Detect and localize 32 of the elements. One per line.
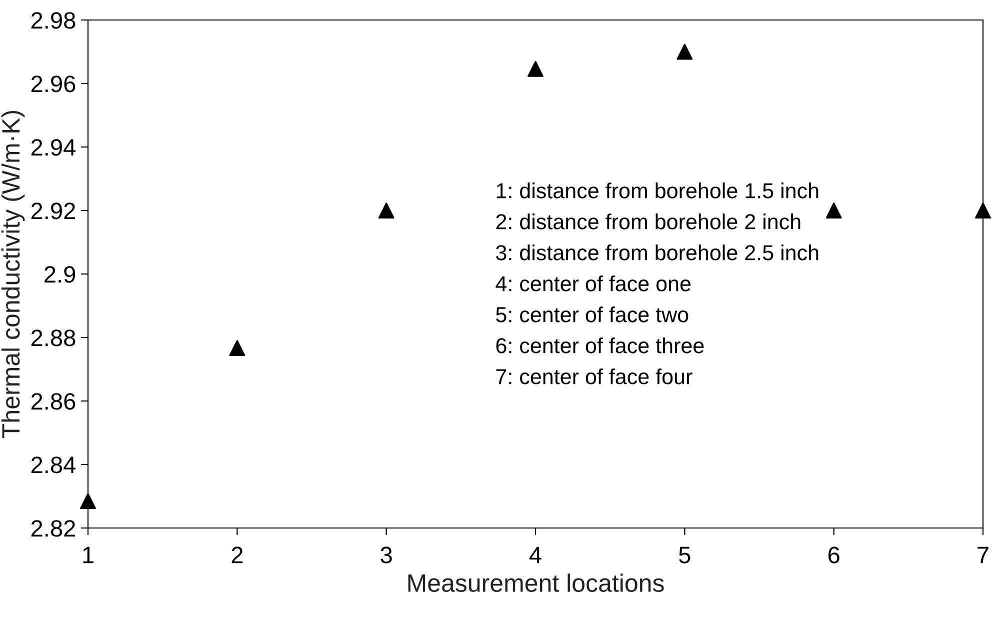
annotation: 4: center of face one [496, 276, 691, 292]
point [826, 202, 842, 218]
annotation: 3: distance from borehole 2.5 inch [496, 244, 818, 260]
annotation: 2: distance from borehole 2 inch [496, 214, 800, 230]
x-tick-label: 1 [83, 546, 94, 564]
x-tick-label: 7 [978, 546, 988, 564]
x-tick-label: 4 [529, 546, 542, 564]
annotation: 1: distance from borehole 1.5 inch [496, 182, 818, 198]
x-tick-label: 3 [380, 546, 392, 564]
annotation: 7: center of face four [496, 368, 692, 384]
x-tick-label: 2 [232, 546, 243, 564]
point [80, 493, 96, 509]
point [229, 340, 246, 356]
y-tick-label: 2.96 [31, 76, 76, 92]
point [975, 202, 991, 218]
annotation: 5: center of face two [496, 306, 688, 322]
x-tick-label: 6 [828, 546, 840, 564]
annotation: 6: center of face three [496, 338, 704, 354]
point [676, 44, 693, 60]
y-tick-label: 2.94 [31, 139, 76, 156]
y-tick-label: 2.9 [44, 266, 76, 283]
point [528, 60, 544, 77]
point [378, 202, 394, 218]
y-tick-label: 2.88 [31, 330, 76, 346]
y-tick-label: 2.98 [31, 12, 76, 29]
y-tick-label: 2.86 [31, 393, 76, 410]
y-axis-title: Thermal conductivity (W/m·K) [1, 110, 25, 438]
y-tick-label: 2.84 [31, 456, 76, 474]
x-tick-label: 5 [679, 546, 690, 564]
x-axis-title: Measurement locations [408, 574, 664, 592]
y-tick-label: 2.82 [31, 520, 76, 537]
y-tick-label: 2.92 [31, 202, 76, 220]
